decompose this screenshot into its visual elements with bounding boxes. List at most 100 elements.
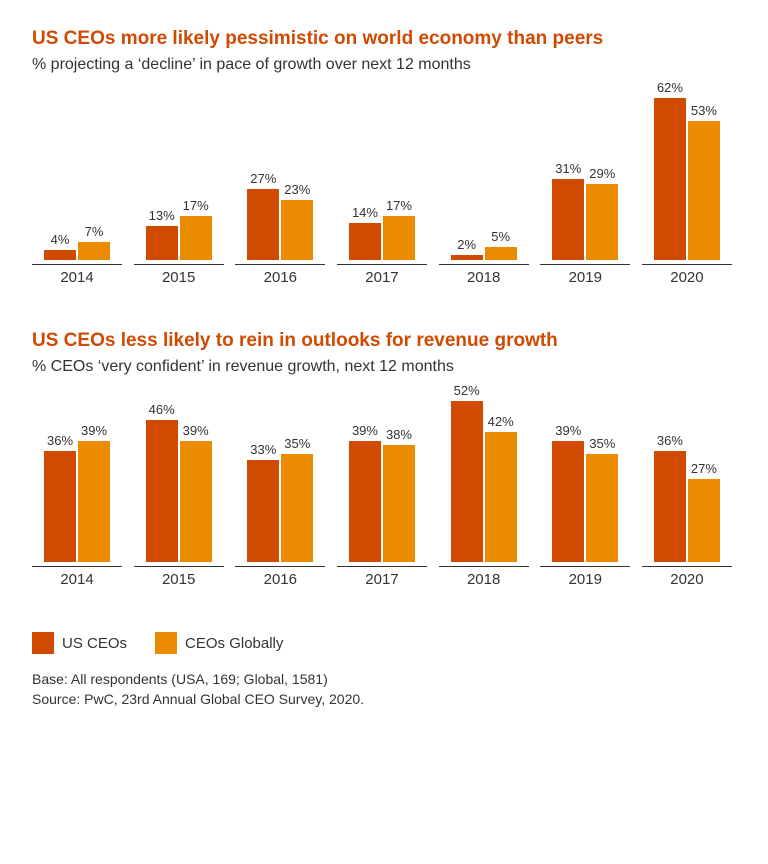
chart1-plot: 4%7%13%17%27%23%14%17%2%5%31%29%62%53% 2…	[32, 86, 732, 286]
bar-us-2019: 39%	[552, 441, 584, 562]
bar-global-2019: 35%	[586, 454, 618, 562]
footnote-source: Source: PwC, 23rd Annual Global CEO Surv…	[32, 690, 736, 710]
bar-us-2015: 13%	[146, 226, 178, 260]
year-group-2019: 39%35%	[540, 392, 630, 562]
chart2-title: US CEOs less likely to rein in outlooks …	[32, 330, 736, 352]
legend: US CEOs CEOs Globally	[32, 632, 736, 654]
axis-label-2015: 2015	[134, 264, 224, 286]
bar-global-2014: 39%	[78, 441, 110, 562]
bar-label: 62%	[657, 80, 683, 95]
year-group-2018: 52%42%	[439, 392, 529, 562]
axis-label-2020: 2020	[642, 264, 732, 286]
bar-label: 14%	[352, 205, 378, 220]
bar-us-2014: 4%	[44, 250, 76, 260]
legend-item: US CEOs	[32, 632, 127, 654]
bar-global-2020: 27%	[688, 479, 720, 562]
bar-label: 39%	[352, 423, 378, 438]
bar-global-2019: 29%	[586, 184, 618, 260]
year-group-2016: 27%23%	[235, 90, 325, 260]
bar-us-2016: 27%	[247, 189, 279, 260]
bar-us-2017: 39%	[349, 441, 381, 562]
bar-label: 36%	[47, 433, 73, 448]
bar-label: 39%	[81, 423, 107, 438]
footnotes: Base: All respondents (USA, 169; Global,…	[32, 670, 736, 709]
year-group-2017: 14%17%	[337, 90, 427, 260]
legend-label: CEOs Globally	[185, 635, 283, 652]
year-group-2019: 31%29%	[540, 90, 630, 260]
bar-us-2018: 52%	[451, 401, 483, 562]
bar-label: 36%	[657, 433, 683, 448]
bar-label: 23%	[284, 182, 310, 197]
bar-label: 53%	[691, 103, 717, 118]
bar-label: 38%	[386, 427, 412, 442]
axis-label-2019: 2019	[540, 566, 630, 588]
bar-label: 35%	[284, 436, 310, 451]
axis-label-2018: 2018	[439, 566, 529, 588]
axis-label-2017: 2017	[337, 264, 427, 286]
year-group-2014: 4%7%	[32, 90, 122, 260]
axis-label-2019: 2019	[540, 264, 630, 286]
bar-label: 7%	[85, 224, 104, 239]
bar-global-2018: 5%	[485, 247, 517, 260]
bar-label: 5%	[491, 229, 510, 244]
bar-global-2018: 42%	[485, 432, 517, 562]
bar-global-2017: 38%	[383, 445, 415, 562]
bar-us-2019: 31%	[552, 179, 584, 260]
chart1-subtitle: % projecting a ‘decline’ in pace of grow…	[32, 56, 736, 74]
year-group-2014: 36%39%	[32, 392, 122, 562]
bar-global-2016: 23%	[281, 200, 313, 260]
year-group-2017: 39%38%	[337, 392, 427, 562]
bar-label: 42%	[488, 414, 514, 429]
bar-label: 27%	[250, 171, 276, 186]
axis-label-2020: 2020	[642, 566, 732, 588]
bar-global-2020: 53%	[688, 121, 720, 260]
legend-swatch	[155, 632, 177, 654]
bar-label: 46%	[149, 402, 175, 417]
bar-label: 35%	[589, 436, 615, 451]
bar-label: 17%	[183, 198, 209, 213]
axis-label-2014: 2014	[32, 566, 122, 588]
bar-label: 27%	[691, 461, 717, 476]
bar-global-2014: 7%	[78, 242, 110, 260]
bar-label: 33%	[250, 442, 276, 457]
bar-label: 4%	[51, 232, 70, 247]
bar-us-2020: 36%	[654, 451, 686, 562]
year-group-2015: 46%39%	[134, 392, 224, 562]
bar-label: 29%	[589, 166, 615, 181]
bar-us-2016: 33%	[247, 460, 279, 562]
axis-label-2018: 2018	[439, 264, 529, 286]
legend-item: CEOs Globally	[155, 632, 283, 654]
bar-label: 13%	[149, 208, 175, 223]
bar-label: 2%	[457, 237, 476, 252]
chart1-title: US CEOs more likely pessimistic on world…	[32, 28, 736, 50]
bar-label: 31%	[555, 161, 581, 176]
axis-label-2015: 2015	[134, 566, 224, 588]
bar-global-2017: 17%	[383, 216, 415, 260]
axis-label-2016: 2016	[235, 264, 325, 286]
bar-us-2020: 62%	[654, 98, 686, 260]
bar-global-2015: 17%	[180, 216, 212, 260]
year-group-2020: 62%53%	[642, 90, 732, 260]
chart2-plot: 36%39%46%39%33%35%39%38%52%42%39%35%36%2…	[32, 388, 732, 588]
chart-confident: US CEOs less likely to rein in outlooks …	[32, 330, 736, 588]
year-group-2015: 13%17%	[134, 90, 224, 260]
bar-label: 52%	[454, 383, 480, 398]
footnote-base: Base: All respondents (USA, 169; Global,…	[32, 670, 736, 690]
bar-us-2017: 14%	[349, 223, 381, 260]
year-group-2016: 33%35%	[235, 392, 325, 562]
bar-us-2015: 46%	[146, 420, 178, 562]
bar-label: 17%	[386, 198, 412, 213]
bar-us-2014: 36%	[44, 451, 76, 562]
bar-label: 39%	[555, 423, 581, 438]
legend-label: US CEOs	[62, 635, 127, 652]
bar-us-2018: 2%	[451, 255, 483, 260]
chart2-subtitle: % CEOs ‘very confident’ in revenue growt…	[32, 358, 736, 376]
year-group-2020: 36%27%	[642, 392, 732, 562]
axis-label-2016: 2016	[235, 566, 325, 588]
bar-global-2016: 35%	[281, 454, 313, 562]
bar-label: 39%	[183, 423, 209, 438]
axis-label-2014: 2014	[32, 264, 122, 286]
legend-swatch	[32, 632, 54, 654]
bar-global-2015: 39%	[180, 441, 212, 562]
year-group-2018: 2%5%	[439, 90, 529, 260]
